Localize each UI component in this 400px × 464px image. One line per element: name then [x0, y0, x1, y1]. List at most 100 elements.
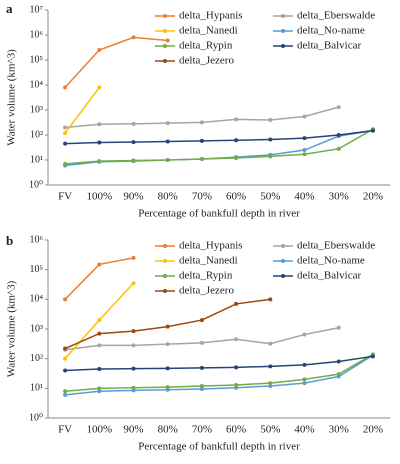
data-point [97, 331, 102, 336]
x-axis-title: Percentage of bankfull depth in river [138, 208, 300, 220]
data-point [199, 138, 204, 143]
legend-marker [281, 274, 285, 278]
y-tick-label: 10⁵ [30, 54, 44, 65]
x-tick-label: 50% [260, 191, 280, 203]
legend-label: delta_Balvicar [297, 40, 361, 52]
legend-marker [281, 244, 285, 248]
y-tick-label: 10⁴ [30, 294, 44, 305]
y-tick-label: 10² [30, 129, 43, 140]
legend-marker [163, 14, 167, 18]
panel-label: b [6, 233, 13, 248]
data-point [165, 324, 170, 329]
legend-label: delta_Eberswalde [297, 240, 375, 252]
data-point [302, 362, 307, 367]
data-point [302, 136, 307, 141]
legend-label: delta_Nanedi [179, 25, 238, 37]
data-point [63, 297, 68, 302]
legend-marker [163, 44, 167, 48]
data-point [199, 340, 204, 345]
data-point [97, 262, 102, 267]
x-tick-label: 40% [294, 424, 314, 436]
data-point [234, 365, 239, 370]
y-tick-label: 10³ [30, 104, 43, 115]
y-tick-label: 10⁵ [30, 264, 44, 275]
x-tick-label: 30% [329, 424, 349, 436]
data-point [63, 161, 68, 166]
data-point [97, 85, 102, 90]
data-point [131, 140, 136, 145]
legend-marker [281, 14, 285, 18]
data-point [370, 354, 375, 359]
x-tick-label: 100% [86, 424, 112, 436]
data-point [234, 156, 239, 161]
data-point [63, 125, 68, 130]
legend-label: delta_Rypin [179, 270, 233, 282]
x-tick-label: 90% [123, 424, 143, 436]
data-point [131, 158, 136, 163]
data-point [131, 255, 136, 260]
data-point [63, 141, 68, 146]
data-point [131, 35, 136, 40]
y-tick-label: 10¹ [30, 383, 43, 394]
data-point [302, 332, 307, 337]
y-tick-label: 10³ [30, 323, 43, 334]
data-point [268, 117, 273, 122]
y-tick-label: 10⁰ [29, 179, 43, 190]
data-point [234, 385, 239, 390]
data-point [199, 120, 204, 125]
data-point [336, 359, 341, 364]
legend-marker [163, 59, 167, 63]
x-tick-label: 100% [86, 191, 112, 203]
legend-label: delta_Eberswalde [297, 10, 375, 22]
data-point [336, 325, 341, 330]
x-tick-label: 60% [226, 424, 246, 436]
data-point [302, 377, 307, 382]
data-point [268, 364, 273, 369]
x-tick-label: 30% [329, 191, 349, 203]
x-tick-label: 20% [363, 191, 383, 203]
data-point [302, 114, 307, 119]
data-point [97, 386, 102, 391]
data-point [97, 48, 102, 53]
legend-label: delta_Hypanis [179, 10, 243, 22]
data-point [131, 281, 136, 286]
data-point [131, 343, 136, 348]
data-point [97, 140, 102, 145]
data-point [131, 329, 136, 334]
data-point [63, 368, 68, 373]
y-axis-title: Water volume (km^3) [6, 280, 18, 377]
data-point [97, 122, 102, 127]
data-point [97, 318, 102, 323]
data-point [199, 318, 204, 323]
data-point [268, 137, 273, 142]
data-point [165, 139, 170, 144]
legend-label: delta_Hypanis [179, 240, 243, 252]
data-point [268, 381, 273, 386]
data-point [131, 121, 136, 126]
series-line [65, 128, 374, 165]
x-tick-label: 80% [158, 424, 178, 436]
data-point [97, 366, 102, 371]
legend-marker [163, 274, 167, 278]
data-point [268, 154, 273, 159]
y-axis-title: Water volume (km^3) [6, 49, 18, 146]
x-tick-label: 40% [294, 191, 314, 203]
series-line [65, 353, 374, 392]
data-point [165, 385, 170, 390]
series-line [65, 129, 373, 145]
x-tick-label: 90% [123, 191, 143, 203]
series-line [65, 355, 374, 372]
data-point [97, 159, 102, 164]
x-tick-label: FV [58, 191, 72, 203]
y-tick-label: 10⁰ [29, 412, 43, 423]
data-point [199, 383, 204, 388]
data-point [63, 131, 68, 136]
legend-marker [163, 289, 167, 293]
data-point [234, 382, 239, 387]
data-point [199, 386, 204, 391]
legend-label: delta_No-name [297, 255, 365, 267]
series-line [64, 36, 168, 88]
y-tick-label: 10¹ [30, 154, 43, 165]
data-point [336, 105, 341, 110]
x-tick-label: 20% [363, 424, 383, 436]
